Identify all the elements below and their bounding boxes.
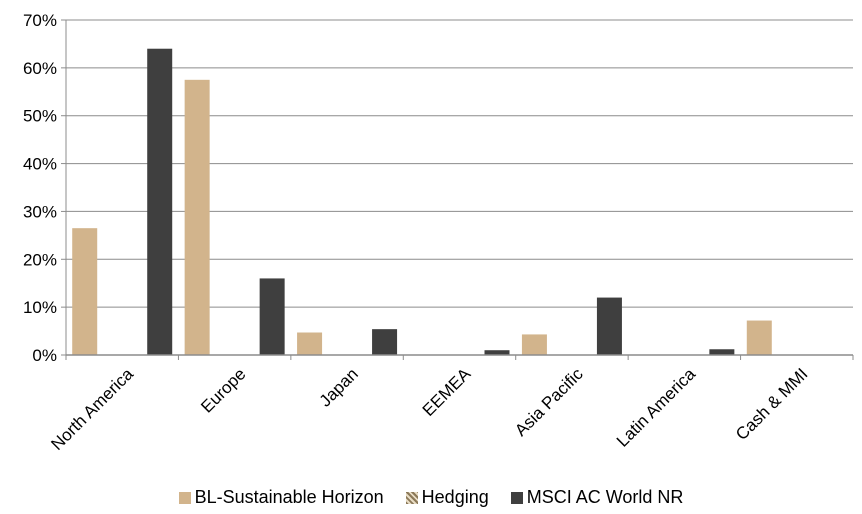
- bar-msci-ac-world-nr-europe: [259, 278, 285, 355]
- bar-msci-ac-world-nr-asia-pacific: [596, 297, 622, 355]
- legend-swatch-bl-sustainable-horizon: [178, 491, 191, 504]
- bar-bl-sustainable-horizon-japan: [297, 332, 323, 355]
- bar-bl-sustainable-horizon-north-america: [72, 228, 98, 355]
- legend-swatch-hedging: [405, 491, 418, 504]
- legend-item-bl-sustainable-horizon[interactable]: BL-Sustainable Horizon: [178, 487, 384, 508]
- legend-item-hedging[interactable]: Hedging: [405, 487, 489, 508]
- x-tick-label-europe: Europe: [197, 364, 249, 416]
- y-tick-label-30: 30%: [23, 202, 57, 221]
- y-tick-label-40: 40%: [23, 155, 57, 174]
- bar-chart: 0% 10% 20% 30% 40% 50% 60% 70% North America Eur…: [23, 11, 854, 454]
- x-axis: North America Europe Japan EEMEA Asia Pacifi…: [47, 354, 854, 454]
- legend-label-bl-sustainable-horizon: BL-Sustainable Horizon: [194, 487, 384, 507]
- gridlines: [66, 19, 853, 308]
- bars: [72, 48, 772, 356]
- bar-msci-ac-world-nr-japan: [372, 329, 398, 355]
- y-tick-label-0: 0%: [32, 346, 57, 365]
- x-tick-label-latin-america: Latin America: [613, 364, 700, 451]
- y-tick-label-50: 50%: [23, 107, 57, 126]
- legend-swatch-msci-ac-world-nr: [510, 491, 523, 504]
- bar-bl-sustainable-horizon-cash-mmi: [746, 320, 772, 355]
- y-tick-label-10: 10%: [23, 298, 57, 317]
- bar-bl-sustainable-horizon-asia-pacific: [521, 334, 547, 355]
- x-tick-label-asia-pacific: Asia Pacific: [511, 364, 587, 440]
- x-tick-label-cash-mmi: Cash & MMI: [732, 364, 812, 444]
- legend-item-msci-ac-world-nr[interactable]: MSCI AC World NR: [510, 487, 684, 508]
- x-tick-label-north-america: North America: [47, 364, 137, 454]
- legend: BL-Sustainable Horizon Hedging MSCI AC W…: [0, 487, 862, 508]
- y-tick-label-60: 60%: [23, 59, 57, 78]
- y-axis: 0% 10% 20% 30% 40% 50% 60% 70%: [23, 11, 67, 365]
- y-tick-label-70: 70%: [23, 11, 57, 30]
- bar-msci-ac-world-nr-eemea: [484, 350, 510, 355]
- x-tick-label-japan: Japan: [316, 364, 362, 410]
- x-tick-label-eemea: EEMEA: [419, 364, 475, 420]
- legend-label-hedging: Hedging: [421, 487, 489, 507]
- bar-msci-ac-world-nr-latin-america: [709, 349, 735, 355]
- bar-msci-ac-world-nr-north-america: [147, 48, 173, 355]
- bar-bl-sustainable-horizon-europe: [184, 79, 210, 356]
- y-tick-label-20: 20%: [23, 250, 57, 269]
- legend-label-msci-ac-world-nr: MSCI AC World NR: [526, 487, 684, 507]
